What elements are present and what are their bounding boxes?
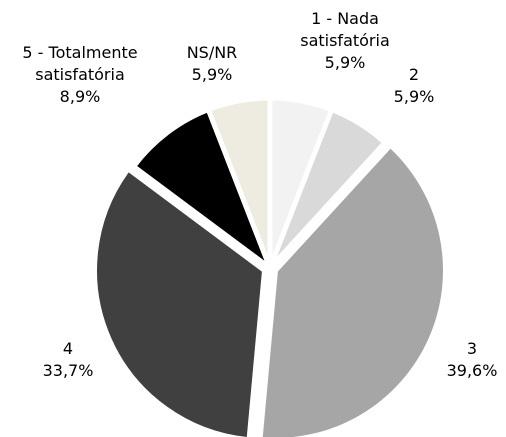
pie-slice [92,166,268,437]
pie-slice [257,142,448,437]
slice-label: NS/NR 5,9% [172,42,252,86]
pie-slice [205,95,273,271]
value-label: 8,9% [59,87,101,106]
category-label: 1 - Nada satisfatória [300,9,390,50]
category-label: NS/NR [186,43,238,62]
value-label: 5,9% [324,53,366,72]
value-label: 5,9% [393,87,435,106]
value-label: 5,9% [191,65,233,84]
value-label: 39,6% [446,361,498,380]
slice-label: 3 39,6% [432,338,506,382]
pie-slice [267,107,388,271]
slice-label: 4 33,7% [28,338,108,382]
category-label: 3 [466,339,478,358]
value-label: 33,7% [42,361,94,380]
slice-label: 1 - Nada satisfatória 5,9% [290,8,400,74]
slice-label: 5 - Totalmente satisfatória 8,9% [5,42,155,108]
category-label: 4 [62,339,74,358]
category-label: 2 [408,65,420,84]
slice-label: 2 5,9% [384,64,444,108]
category-label: 5 - Totalmente satisfatória [22,43,138,84]
